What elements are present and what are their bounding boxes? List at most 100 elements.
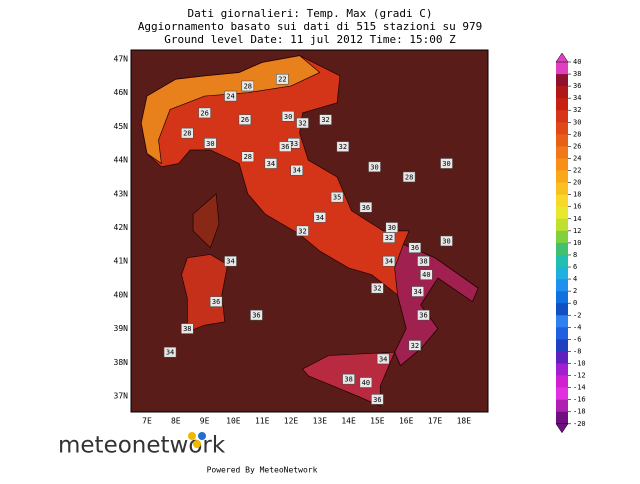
colorbar-cell: [556, 194, 568, 208]
lon-label: 11E: [255, 417, 270, 426]
colorbar-cell: [556, 110, 568, 123]
station-box: [376, 353, 390, 365]
colorbar-label: -4: [573, 323, 581, 331]
lat-label: 39N: [114, 324, 129, 333]
colorbar-cell: [556, 303, 568, 316]
colorbar-label: -16: [573, 396, 586, 404]
lon-label: 7E: [142, 417, 152, 426]
lat-label: 46N: [114, 88, 129, 97]
station-box: [382, 255, 396, 267]
colorbar-cell: [556, 267, 568, 280]
colorbar-label: -18: [573, 408, 586, 416]
station-value: 28: [244, 82, 252, 90]
colorbar-cell: [556, 375, 568, 388]
colorbar-cell: [556, 146, 568, 159]
station-box: [238, 114, 252, 125]
colorbar-cell: [556, 363, 568, 376]
colorbar-label: 30: [573, 118, 581, 126]
station-box: [440, 235, 453, 247]
lon-label: 8E: [171, 417, 181, 426]
colorbar-cell: [556, 98, 568, 111]
colorbar-cell: [556, 351, 568, 364]
station-box: [417, 309, 430, 321]
station-value: 28: [405, 173, 413, 181]
station-value: 30: [442, 237, 450, 245]
station-box: [440, 158, 453, 169]
lon-label: 9E: [200, 417, 210, 426]
station-value: 32: [411, 342, 419, 350]
station-value: 24: [226, 93, 234, 101]
colorbar-cell: [556, 315, 568, 328]
station-value: 32: [385, 234, 393, 242]
colorbar-cell: [556, 74, 568, 87]
colorbar-cell: [556, 279, 568, 292]
lon-label: 13E: [313, 417, 328, 426]
colorbar-cell: [556, 218, 568, 232]
lon-label: 17E: [428, 417, 443, 426]
land: [181, 254, 229, 333]
colorbar-cap: [555, 423, 569, 434]
colorbar-cell: [556, 387, 568, 400]
lon-label: 15E: [370, 417, 385, 426]
lat-label: 42N: [114, 223, 129, 232]
title-line: Aggiornamento basato sui dati di 515 sta…: [138, 20, 482, 33]
station-value: 30: [370, 163, 378, 171]
station-box: [382, 232, 396, 243]
colorbar-label: 24: [573, 154, 581, 162]
lat-label: 37N: [114, 392, 129, 401]
station-value: 26: [200, 109, 208, 117]
title-line: Ground level Date: 11 jul 2012 Time: 15:…: [164, 33, 456, 46]
station-box: [276, 73, 289, 85]
station-box: [342, 373, 355, 385]
station-value: 34: [379, 355, 387, 363]
station-box: [198, 107, 211, 119]
colorbar-label: 6: [573, 263, 577, 271]
station-value: 30: [442, 160, 450, 168]
station-value: 38: [419, 258, 427, 266]
lat-label: 40N: [114, 290, 129, 299]
station-box: [408, 242, 422, 253]
station-box: [241, 80, 255, 92]
station-box: [281, 111, 295, 122]
colorbar-label: 0: [573, 299, 577, 307]
station-box: [330, 191, 344, 203]
station-value: 34: [293, 167, 301, 175]
title-line: Dati giornalieri: Temp. Max (gradi C): [187, 7, 432, 20]
station-value: 34: [166, 349, 174, 357]
station-box: [181, 127, 194, 139]
station-box: [224, 255, 237, 267]
station-value: 32: [321, 116, 329, 124]
colorbar-cell: [556, 182, 568, 195]
colorbar-cap: [555, 52, 569, 63]
colorbar-cell: [556, 327, 568, 340]
station-value: 32: [298, 120, 306, 128]
colorbar-label: 38: [573, 70, 581, 78]
colorbar-label: -10: [573, 360, 586, 368]
station-value: 32: [339, 143, 347, 151]
station-value: 38: [183, 325, 191, 333]
station-value: 36: [281, 143, 289, 151]
station-value: 34: [226, 258, 234, 266]
colorbar-cell: [556, 242, 568, 256]
colorbar-label: 40: [573, 58, 581, 66]
colorbar-cell: [556, 230, 568, 244]
station-box: [241, 151, 255, 162]
station-box: [264, 158, 278, 169]
lat-label: 43N: [114, 189, 129, 198]
colorbar-cell: [556, 158, 568, 171]
colorbar-label: -14: [573, 384, 586, 392]
colorbar-label: -6: [573, 335, 581, 343]
station-box: [181, 323, 194, 334]
station-box: [290, 164, 304, 176]
station-box: [371, 394, 384, 405]
colorbar-label: 22: [573, 167, 581, 175]
station-box: [296, 225, 309, 237]
station-box: [420, 269, 433, 280]
station-value: 36: [212, 298, 220, 306]
colorbar-label: -8: [573, 347, 581, 355]
station-box: [319, 114, 332, 125]
colorbar-label: 28: [573, 130, 581, 138]
station-box: [163, 346, 177, 358]
station-box: [296, 117, 309, 129]
